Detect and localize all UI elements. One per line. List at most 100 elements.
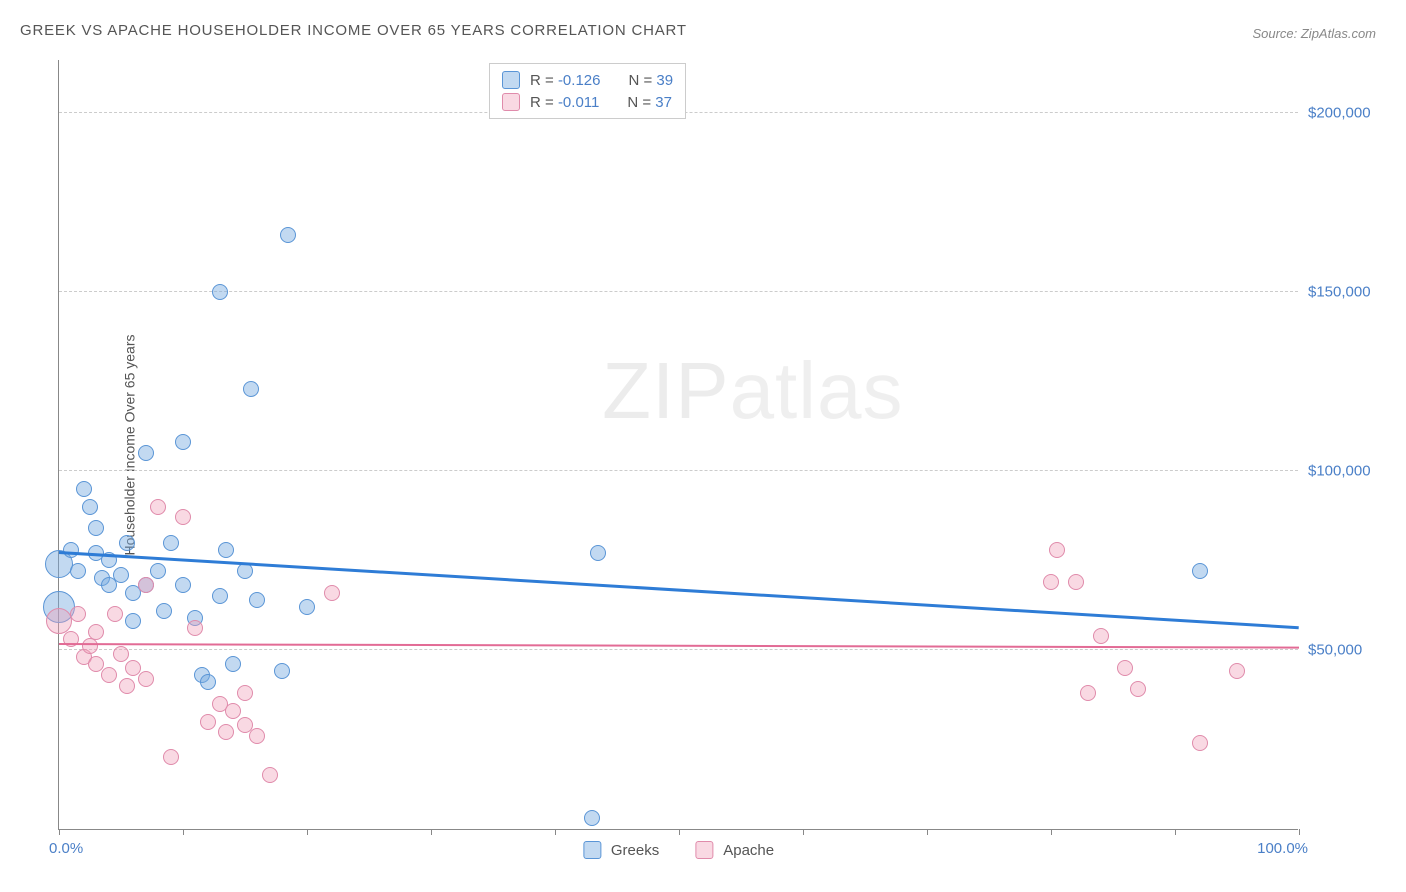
data-point: [156, 603, 172, 619]
data-point: [1130, 681, 1146, 697]
x-tick: [183, 829, 184, 835]
data-point: [138, 671, 154, 687]
data-point: [163, 749, 179, 765]
data-point: [113, 646, 129, 662]
source-attribution: Source: ZipAtlas.com: [1252, 26, 1376, 41]
data-point: [1080, 685, 1096, 701]
data-point: [63, 542, 79, 558]
y-tick-label: $100,000: [1308, 462, 1388, 479]
x-tick: [307, 829, 308, 835]
apache-swatch-bottom: [695, 841, 713, 859]
regression-line: [59, 551, 1299, 629]
greeks-n-value: 39: [656, 72, 673, 89]
x-tick: [1299, 829, 1300, 835]
watermark: ZIPatlas: [602, 345, 903, 437]
data-point: [299, 599, 315, 615]
x-tick: [803, 829, 804, 835]
greeks-label: Greeks: [611, 842, 659, 859]
data-point: [225, 703, 241, 719]
data-point: [150, 563, 166, 579]
data-point: [175, 577, 191, 593]
data-point: [274, 663, 290, 679]
data-point: [249, 728, 265, 744]
greeks-n-label: N =: [628, 72, 656, 89]
data-point: [237, 563, 253, 579]
data-point: [1043, 574, 1059, 590]
data-point: [88, 624, 104, 640]
data-point: [175, 434, 191, 450]
data-point: [138, 445, 154, 461]
data-point: [218, 724, 234, 740]
regression-line: [59, 643, 1299, 649]
apache-label: Apache: [723, 842, 774, 859]
chart-title: GREEK VS APACHE HOUSEHOLDER INCOME OVER …: [20, 22, 687, 39]
greeks-r-value: -0.126: [558, 72, 601, 89]
data-point: [1117, 660, 1133, 676]
x-tick: [1051, 829, 1052, 835]
x-tick: [431, 829, 432, 835]
chart-plot-area: Householder Income Over 65 years $50,000…: [58, 60, 1298, 830]
data-point: [70, 563, 86, 579]
data-point: [200, 714, 216, 730]
data-point: [113, 567, 129, 583]
x-axis-max-label: 100.0%: [1257, 840, 1308, 857]
data-point: [125, 613, 141, 629]
data-point: [1192, 735, 1208, 751]
data-point: [163, 535, 179, 551]
data-point: [243, 381, 259, 397]
y-tick-label: $200,000: [1308, 104, 1388, 121]
x-tick: [679, 829, 680, 835]
data-point: [212, 588, 228, 604]
data-point: [119, 535, 135, 551]
legend-row-apache: R = -0.011 N = 37: [502, 91, 673, 113]
data-point: [175, 509, 191, 525]
data-point: [150, 499, 166, 515]
data-point: [1068, 574, 1084, 590]
data-point: [88, 520, 104, 536]
apache-n-value: 37: [655, 94, 672, 111]
data-point: [237, 685, 253, 701]
data-point: [138, 577, 154, 593]
greeks-swatch-bottom: [583, 841, 601, 859]
apache-r-label: R =: [530, 94, 558, 111]
data-point: [187, 620, 203, 636]
apache-r-value: -0.011: [558, 94, 599, 111]
data-point: [46, 608, 72, 634]
data-point: [1049, 542, 1065, 558]
series-legend: Greeks Apache: [583, 841, 774, 859]
gridline: [59, 470, 1298, 471]
data-point: [1192, 563, 1208, 579]
watermark-zip: ZIP: [602, 346, 729, 435]
data-point: [262, 767, 278, 783]
y-tick-label: $50,000: [1308, 641, 1388, 658]
greeks-swatch: [502, 71, 520, 89]
watermark-atlas: atlas: [730, 346, 904, 435]
data-point: [280, 227, 296, 243]
y-axis-title: Householder Income Over 65 years: [122, 334, 138, 555]
data-point: [76, 481, 92, 497]
data-point: [107, 606, 123, 622]
y-tick-label: $150,000: [1308, 283, 1388, 300]
apache-swatch: [502, 93, 520, 111]
x-tick: [59, 829, 60, 835]
data-point: [249, 592, 265, 608]
correlation-legend: R = -0.126 N = 39 R = -0.011 N = 37: [489, 63, 686, 119]
data-point: [82, 638, 98, 654]
data-point: [119, 678, 135, 694]
gridline: [59, 649, 1298, 650]
data-point: [324, 585, 340, 601]
data-point: [225, 656, 241, 672]
x-axis-min-label: 0.0%: [49, 840, 83, 857]
data-point: [200, 674, 216, 690]
greeks-r-label: R =: [530, 72, 558, 89]
x-tick: [927, 829, 928, 835]
data-point: [218, 542, 234, 558]
apache-n-label: N =: [627, 94, 655, 111]
data-point: [1093, 628, 1109, 644]
data-point: [70, 606, 86, 622]
x-tick: [1175, 829, 1176, 835]
data-point: [584, 810, 600, 826]
legend-row-greeks: R = -0.126 N = 39: [502, 69, 673, 91]
data-point: [1229, 663, 1245, 679]
gridline: [59, 291, 1298, 292]
